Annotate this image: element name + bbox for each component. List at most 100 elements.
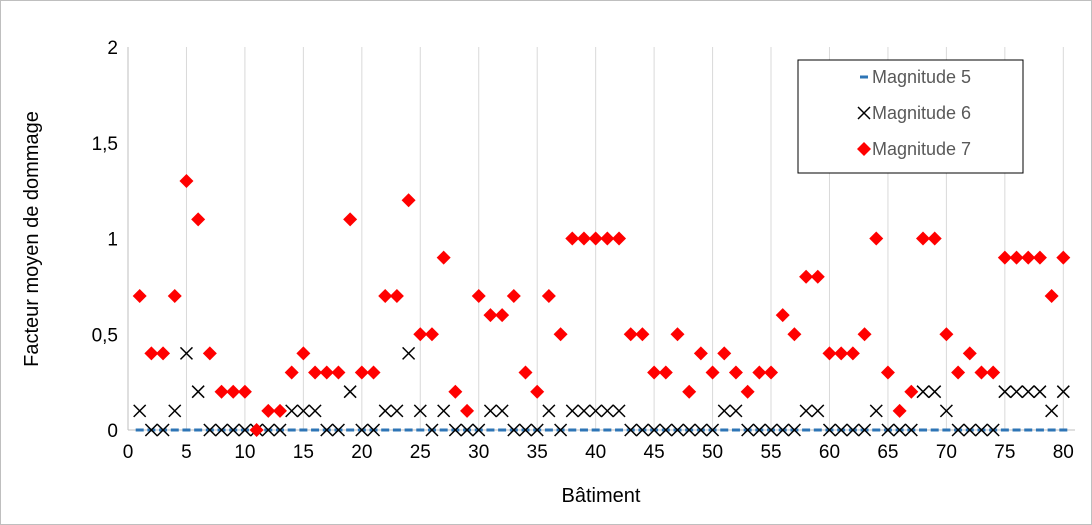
data-point (249, 423, 264, 437)
data-point (486, 428, 495, 432)
data-point (670, 327, 685, 342)
data-point (928, 385, 942, 399)
x-tick-label: 35 (527, 442, 548, 463)
data-point (366, 365, 381, 380)
data-point (378, 404, 392, 418)
data-point (623, 327, 638, 342)
data-point (951, 423, 965, 437)
data-point (845, 346, 860, 361)
data-point (857, 327, 872, 342)
data-point (858, 423, 872, 437)
data-point (951, 365, 966, 380)
data-point (296, 404, 310, 418)
data-point (1047, 428, 1056, 432)
x-tick-label: 20 (351, 442, 372, 463)
data-point (135, 428, 144, 432)
x-tick-label: 40 (585, 442, 606, 463)
data-point (319, 365, 334, 380)
data-point (930, 428, 939, 432)
data-point (541, 288, 556, 303)
data-point (296, 346, 311, 361)
x-tick-label: 10 (234, 442, 255, 463)
data-point (132, 288, 147, 303)
data-point (834, 423, 848, 437)
data-point (568, 428, 577, 432)
data-point (272, 403, 287, 418)
data-point (518, 423, 533, 437)
tick-labels: 0 5 10 15 20 25 30 35 40 45 50 55 60 65 70 75 80 0 0,5 1 1,5… (92, 38, 1074, 463)
data-point (311, 428, 320, 432)
data-point (600, 231, 615, 246)
data-point (694, 423, 708, 437)
data-point (194, 428, 203, 432)
x-tick-label: 50 (702, 442, 723, 463)
data-point (916, 231, 931, 246)
data-point (740, 384, 755, 399)
data-point (471, 288, 486, 303)
data-point (752, 365, 767, 380)
data-point (1033, 385, 1047, 399)
data-series (132, 174, 1071, 437)
data-point (237, 384, 252, 399)
data-point (542, 404, 556, 418)
data-point (401, 193, 416, 208)
data-point (658, 365, 673, 380)
data-point (1045, 404, 1059, 418)
data-point (998, 385, 1012, 399)
data-point (612, 404, 626, 418)
data-point (997, 250, 1012, 265)
data-point (1032, 250, 1047, 265)
data-point (799, 269, 814, 284)
data-point (460, 403, 475, 418)
data-point (600, 404, 614, 418)
data-point (1035, 428, 1044, 432)
data-point (810, 269, 825, 284)
legend-marker (860, 75, 868, 79)
data-point (705, 365, 720, 380)
data-point (589, 404, 603, 418)
y-tick-label: 0 (107, 421, 118, 442)
data-point (577, 404, 591, 418)
data-point (752, 423, 766, 437)
data-point (413, 404, 427, 418)
data-point (495, 404, 509, 418)
data-point (170, 428, 179, 432)
data-point (416, 428, 425, 432)
data-point (729, 404, 743, 418)
data-point (682, 423, 696, 437)
legend-label: Magnitude 6 (872, 103, 971, 123)
data-point (728, 365, 743, 380)
x-tick-label: 0 (123, 442, 134, 463)
data-point (179, 174, 194, 189)
data-point (872, 428, 881, 432)
data-point (670, 423, 685, 437)
data-point (472, 423, 486, 437)
legend-marker (857, 142, 871, 156)
data-point (612, 231, 627, 246)
data-point (1059, 428, 1068, 432)
data-point (579, 428, 588, 432)
data-point (802, 428, 811, 432)
data-point (346, 428, 355, 432)
x-tick-label: 45 (644, 442, 665, 463)
data-point (603, 428, 612, 432)
data-point (498, 428, 507, 432)
x-tick-label: 25 (410, 442, 431, 463)
data-point (893, 423, 907, 437)
data-point (389, 288, 404, 303)
data-point (144, 346, 159, 361)
data-point (202, 346, 217, 361)
x-tick-label: 65 (877, 442, 898, 463)
data-point (299, 428, 308, 432)
data-point (413, 327, 428, 342)
data-point (775, 308, 790, 323)
data-point (390, 404, 404, 418)
data-point (717, 404, 731, 418)
data-point (986, 365, 1001, 380)
data-point (495, 308, 510, 323)
series-2 (133, 346, 1070, 437)
legend-label: Magnitude 7 (872, 139, 971, 159)
data-point (168, 404, 182, 418)
data-point (179, 346, 193, 360)
